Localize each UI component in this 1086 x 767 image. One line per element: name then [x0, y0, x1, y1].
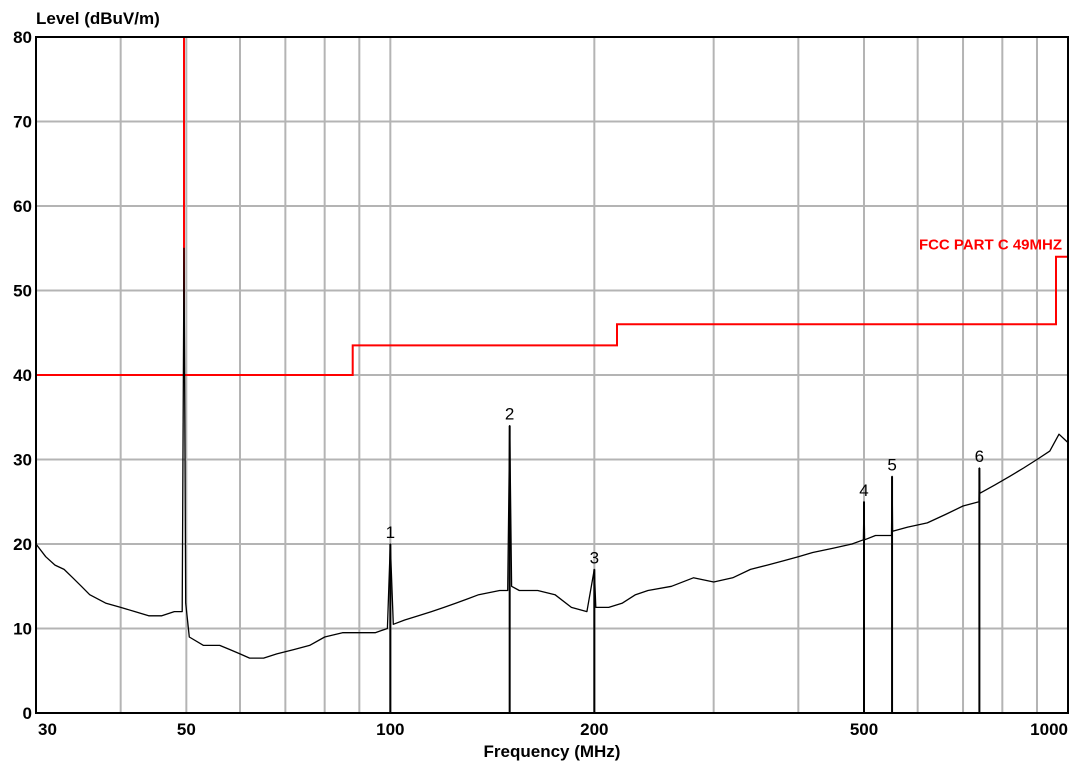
plot-frame [35, 36, 1069, 714]
marker-label: 1 [386, 523, 395, 542]
y-tick-label: 80 [13, 28, 32, 47]
x-tick-label: 30 [38, 720, 57, 739]
limit-polyline [36, 37, 1068, 376]
marker-label: 2 [505, 405, 514, 424]
peak-markers: 1 2 3 45 6 [386, 405, 984, 713]
marker-label: 4 [859, 481, 868, 500]
y-axis-title: Level (dBuV/m) [36, 9, 160, 28]
marker-label: 6 [975, 447, 984, 466]
y-tick-label: 70 [13, 113, 32, 132]
y-tick-label: 50 [13, 282, 32, 301]
y-tick-label: 10 [13, 620, 32, 639]
x-axis-title: Frequency (MHz) [484, 742, 621, 761]
x-tick-label: 1000 [1030, 720, 1068, 739]
x-tick-label: 50 [177, 720, 196, 739]
y-tick-label: 40 [13, 366, 32, 385]
marker-label: 3 [590, 548, 599, 567]
x-tick-label: 100 [376, 720, 404, 739]
y-tick-label: 20 [13, 535, 32, 554]
marker-label: 5 [887, 455, 896, 474]
limit-line: FCC PART C 49MHZ [36, 37, 1068, 376]
y-tick-label: 30 [13, 451, 32, 470]
x-tick-label: 500 [850, 720, 878, 739]
y-tick-label: 60 [13, 197, 32, 216]
tick-labels: 0 10 20 30 40 50 60 70 80 30 50 100 200 500 1000 [13, 28, 1068, 739]
limit-label: FCC PART C 49MHZ [919, 237, 1062, 254]
y-tick-label: 0 [23, 704, 32, 723]
x-tick-label: 200 [580, 720, 608, 739]
